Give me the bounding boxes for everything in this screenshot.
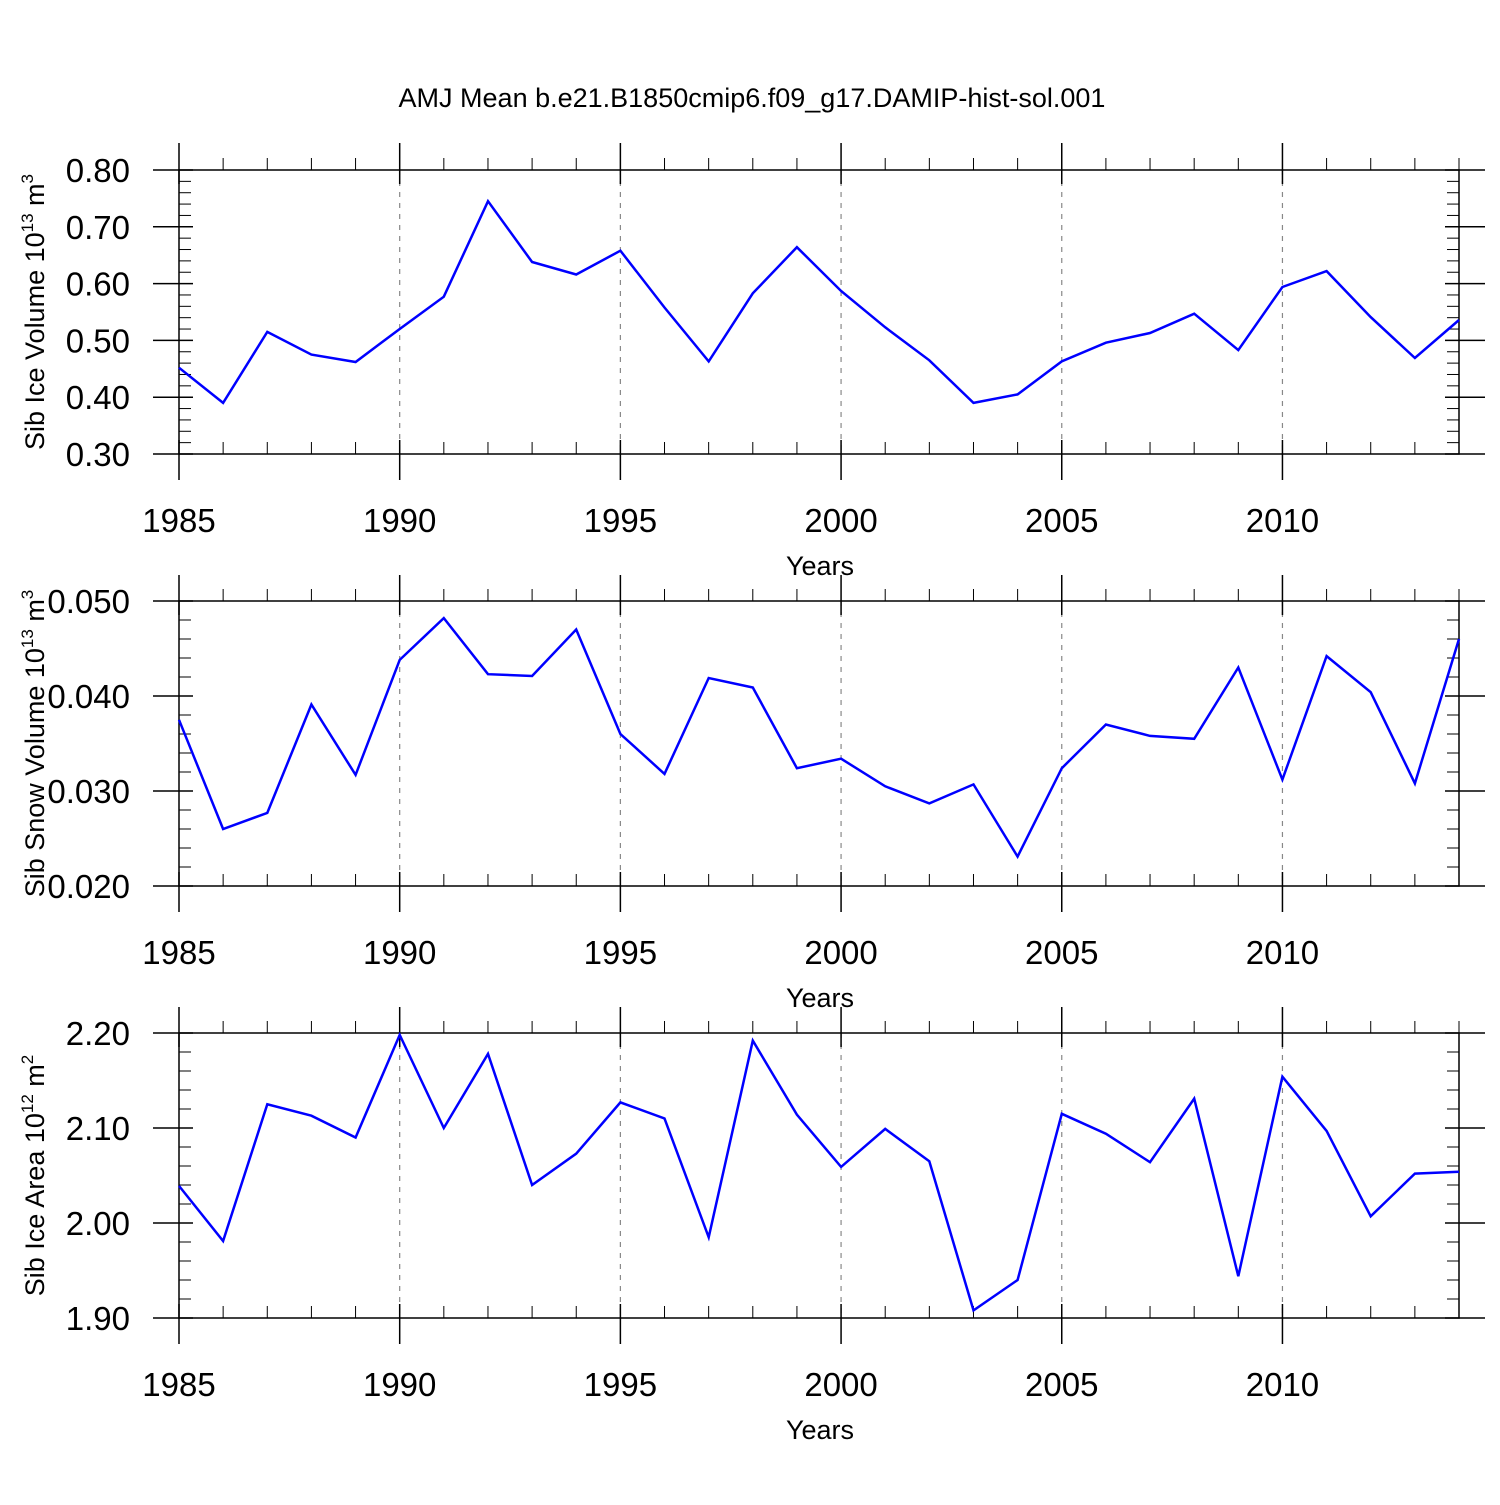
x-tick-label: 1995 [584,502,657,539]
x-tick-label: 2005 [1025,1366,1098,1403]
x-tick-label: 1985 [142,502,215,539]
y-tick-label: 0.30 [66,436,130,473]
chart-title: AMJ Mean b.e21.B1850cmip6.f09_g17.DAMIP-… [399,83,1106,113]
x-axis-label: Years [786,1415,854,1445]
x-tick-label: 2000 [804,502,877,539]
x-axis-label: Years [786,551,854,581]
x-tick-label: 2010 [1246,502,1319,539]
y-tick-label: 0.50 [66,322,130,359]
y-tick-label: 2.10 [66,1110,130,1147]
y-tick-label: 0.040 [47,678,130,715]
x-tick-label: 2005 [1025,934,1098,971]
y-axis-label-superscript: 12 [18,1094,37,1113]
y-axis-label-superscript: 13 [18,629,37,648]
y-axis-label-part: Sib Ice Volume 10 [20,232,50,450]
x-tick-label: 1985 [142,934,215,971]
x-tick-label: 1990 [363,1366,436,1403]
y-tick-label: 0.40 [66,379,130,416]
y-tick-label: 0.60 [66,266,130,303]
y-tick-label: 0.050 [47,583,130,620]
y-tick-label: 2.20 [66,1015,130,1052]
y-axis-label-part: m [20,599,50,629]
chart-panel-3: 1985 1990 1995 2000 2005 2010 Years 1.90 2.00 2.1… [18,1007,1485,1445]
chart-panel-1: 1985 1990 1995 2000 2005 2010 Years 0.30 0.40 0.5… [18,143,1485,581]
y-axis-label-superscript: 3 [18,174,37,183]
y-tick-label: 2.00 [66,1205,130,1242]
x-tick-label: 2000 [804,934,877,971]
y-axis-label-part: m [20,183,50,213]
y-axis-label-part: Sib Snow Volume 10 [20,648,50,897]
x-tick-label: 2000 [804,1366,877,1403]
y-tick-label: 0.80 [66,152,130,189]
x-tick-label: 2010 [1246,1366,1319,1403]
x-axis-label: Years [786,983,854,1013]
y-axis-label: Sib Snow Volume 1013 m3 [18,590,50,898]
x-tick-label: 1995 [584,934,657,971]
y-axis-label-part: Sib Ice Area 10 [20,1113,50,1296]
y-tick-label: 1.90 [66,1300,130,1337]
y-axis-label: Sib Ice Area 1012 m2 [18,1055,50,1297]
y-tick-label: 0.70 [66,209,130,246]
y-axis-label: Sib Ice Volume 1013 m3 [18,174,50,450]
y-axis-label-superscript: 2 [18,1055,37,1064]
x-tick-label: 1995 [584,1366,657,1403]
x-tick-label: 1990 [363,502,436,539]
y-tick-label: 0.020 [47,868,130,905]
y-tick-label: 0.030 [47,773,130,810]
plot-frame [178,1032,1460,1319]
series-line [178,1031,1460,1313]
plot-frame [178,600,1460,887]
x-tick-label: 1990 [363,934,436,971]
y-axis-label-superscript: 3 [18,590,37,599]
chart-panel-2: 1985 1990 1995 2000 2005 2010 Years 0.020 0.030 0… [18,575,1485,1013]
y-axis-label-superscript: 13 [18,213,37,232]
x-tick-label: 2005 [1025,502,1098,539]
plot-frame [178,169,1460,455]
x-tick-label: 1985 [142,1366,215,1403]
y-axis-label-part: m [20,1064,50,1094]
series-line [178,198,1460,405]
series-line [177,616,1461,860]
x-tick-label: 2010 [1246,934,1319,971]
